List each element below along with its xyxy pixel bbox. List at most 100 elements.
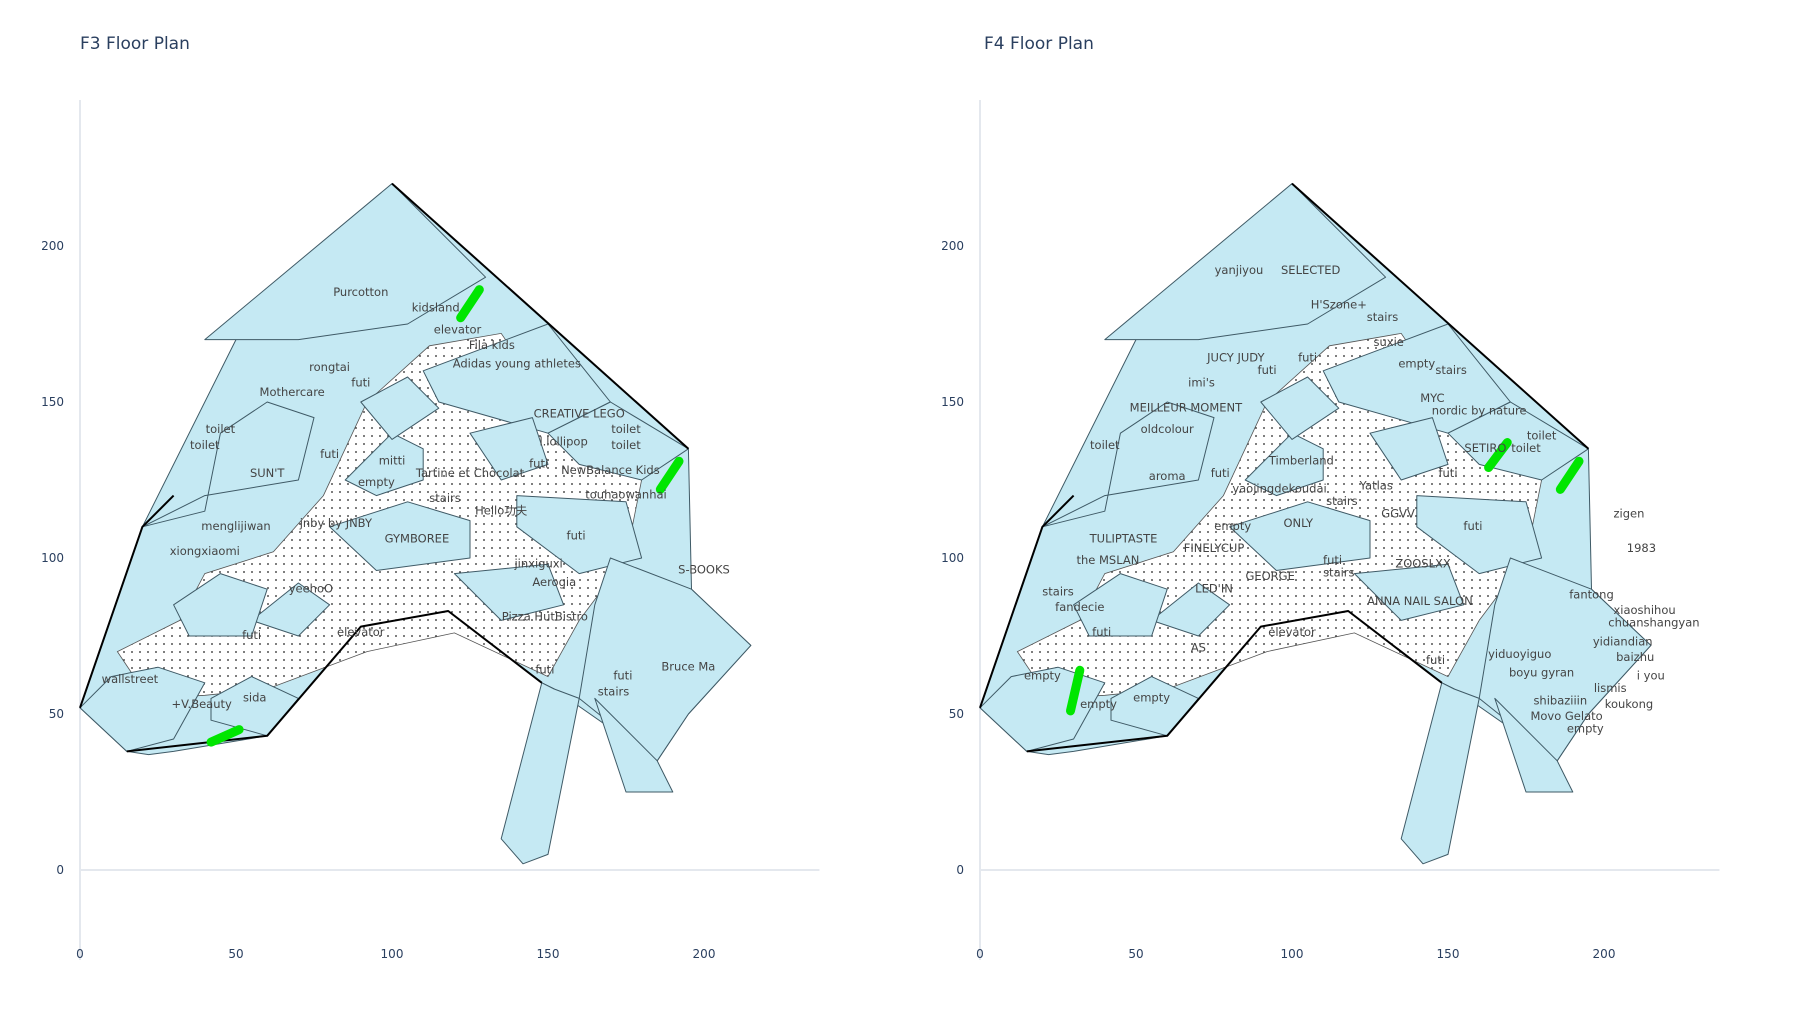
- shop-label[interactable]: GEORGE: [1245, 569, 1294, 583]
- shop-unit[interactable]: [1260, 376, 1340, 440]
- shop-label[interactable]: toilet: [190, 438, 220, 452]
- shop-label[interactable]: LED'IN: [1195, 581, 1233, 595]
- shop-label[interactable]: futi: [613, 669, 632, 683]
- shop-label[interactable]: futi: [529, 457, 548, 471]
- shop-label[interactable]: Hello功夫: [475, 503, 528, 517]
- shop-label[interactable]: SUN'T: [250, 466, 285, 480]
- shop-unit[interactable]: [1151, 582, 1231, 637]
- shop-unit[interactable]: [360, 376, 440, 440]
- shop-label[interactable]: yeehoO: [289, 581, 333, 595]
- shop-label[interactable]: CREATIVE LEGO: [534, 407, 625, 421]
- shop-unit[interactable]: [547, 401, 689, 481]
- shop-label[interactable]: empty: [1567, 722, 1604, 736]
- shop-unit[interactable]: [1110, 676, 1199, 737]
- shop-label[interactable]: GYMBOREE: [385, 531, 450, 545]
- shop-label[interactable]: toilet: [1527, 428, 1557, 442]
- shop-label[interactable]: yaojingdekoudai: [1232, 481, 1326, 495]
- shop-label[interactable]: futi: [1438, 466, 1457, 480]
- shop-label[interactable]: wallstreet: [102, 672, 159, 686]
- shop-label[interactable]: elevator: [1268, 625, 1316, 639]
- shop-label[interactable]: touhaowanhai: [585, 488, 666, 502]
- shop-label[interactable]: futi: [1463, 519, 1482, 533]
- shop-label[interactable]: l.lollipop: [539, 435, 587, 449]
- shop-label[interactable]: MYC: [1420, 391, 1444, 405]
- shop-label[interactable]: toilet: [611, 422, 641, 436]
- shop-label[interactable]: jnby by JNBY: [299, 516, 373, 530]
- shop-label[interactable]: boyu gyran: [1509, 666, 1574, 680]
- shop-label[interactable]: oldcolour: [1141, 422, 1194, 436]
- shop-label[interactable]: sida: [243, 691, 267, 705]
- shop-label[interactable]: toilet: [1511, 441, 1541, 455]
- shop-unit[interactable]: [1447, 401, 1589, 481]
- shop-unit[interactable]: [329, 501, 471, 571]
- shop-unit[interactable]: [1353, 563, 1465, 621]
- shop-label[interactable]: the MSLAN: [1076, 553, 1139, 567]
- shop-label[interactable]: rongtai: [309, 360, 350, 374]
- shop-label[interactable]: futi: [1258, 363, 1277, 377]
- shop-unit[interactable]: [1494, 697, 1574, 793]
- shop-label[interactable]: shibaziiin: [1533, 694, 1587, 708]
- shop-label[interactable]: ANNA NAIL SALON: [1367, 594, 1473, 608]
- shop-label[interactable]: stairs: [1367, 310, 1398, 324]
- shop-label[interactable]: ZOOSLXX: [1395, 556, 1451, 570]
- shop-unit[interactable]: [344, 432, 424, 497]
- shop-unit[interactable]: [1229, 501, 1371, 571]
- shop-label[interactable]: SETIRO: [1464, 441, 1506, 455]
- shop-unit[interactable]: [453, 563, 565, 621]
- shop-label[interactable]: stairs: [1326, 494, 1357, 508]
- shop-label[interactable]: futi: [351, 375, 370, 389]
- shop-label[interactable]: TULIPTASTE: [1089, 531, 1158, 545]
- shop-unit[interactable]: [1041, 401, 1215, 528]
- shop-unit[interactable]: [500, 682, 580, 865]
- shop-label[interactable]: empty: [1214, 519, 1251, 533]
- shop-label[interactable]: empty: [358, 475, 395, 489]
- shop-label[interactable]: stairs: [598, 684, 629, 698]
- shop-label[interactable]: kidsland: [412, 301, 460, 315]
- shop-label[interactable]: jinxiguxi: [513, 556, 562, 570]
- shop-label[interactable]: empty: [1080, 697, 1117, 711]
- shop-label[interactable]: elevator: [434, 322, 482, 336]
- shop-label[interactable]: Fila kids: [469, 338, 515, 352]
- shop-label[interactable]: GGVV: [1381, 506, 1415, 520]
- shop-label[interactable]: Adidas young athletes: [453, 357, 581, 371]
- shop-label[interactable]: toilet: [206, 422, 236, 436]
- shop-label[interactable]: futi: [535, 662, 554, 676]
- shop-label[interactable]: futi: [242, 628, 261, 642]
- shop-unit[interactable]: [469, 417, 549, 481]
- shop-unit[interactable]: [594, 697, 674, 793]
- shop-unit[interactable]: [251, 582, 331, 637]
- shop-label[interactable]: futi: [1426, 653, 1445, 667]
- shop-label[interactable]: SELECTED: [1281, 263, 1341, 277]
- shop-label[interactable]: AS: [1191, 641, 1206, 655]
- shop-label[interactable]: yanjiyou: [1215, 263, 1264, 277]
- shop-label[interactable]: empty: [1133, 691, 1170, 705]
- shop-unit[interactable]: [173, 573, 268, 637]
- shop-label[interactable]: Tartine et Chocolat: [415, 466, 525, 480]
- shop-label[interactable]: fandecie: [1055, 600, 1104, 614]
- shop-unit[interactable]: [210, 676, 299, 737]
- shop-label[interactable]: menglijiwan: [201, 519, 270, 533]
- shop-label[interactable]: stairs: [1435, 363, 1466, 377]
- shop-label[interactable]: zigen: [1614, 506, 1645, 520]
- shop-label[interactable]: FINELYCUP: [1184, 541, 1245, 555]
- shop-unit[interactable]: [1073, 573, 1168, 637]
- shop-label[interactable]: imi's: [1188, 375, 1215, 389]
- shop-label[interactable]: futi: [1092, 625, 1111, 639]
- shop-label[interactable]: futi: [320, 447, 339, 461]
- shop-label[interactable]: MEILLEUR MOMENT: [1130, 400, 1243, 414]
- shop-label[interactable]: 1983: [1627, 541, 1656, 555]
- shop-label[interactable]: JUCY JUDY: [1206, 350, 1265, 364]
- shop-label[interactable]: Mothercare: [260, 385, 325, 399]
- shop-label[interactable]: H'Szone+: [1311, 297, 1367, 311]
- shop-label[interactable]: yidiandian: [1593, 634, 1653, 648]
- shop-unit[interactable]: [141, 401, 315, 528]
- shop-label[interactable]: stairs: [429, 491, 460, 505]
- shop-label[interactable]: futi: [567, 528, 586, 542]
- shop-label[interactable]: suxie: [1374, 335, 1404, 349]
- shop-label[interactable]: Aerogia: [532, 575, 576, 589]
- shop-label[interactable]: stairs: [1323, 566, 1354, 580]
- shop-label[interactable]: S-BOOKS: [678, 563, 730, 577]
- shop-label[interactable]: baizhu: [1616, 650, 1654, 664]
- shop-label[interactable]: fantong: [1569, 588, 1614, 602]
- shop-label[interactable]: empty: [1398, 357, 1435, 371]
